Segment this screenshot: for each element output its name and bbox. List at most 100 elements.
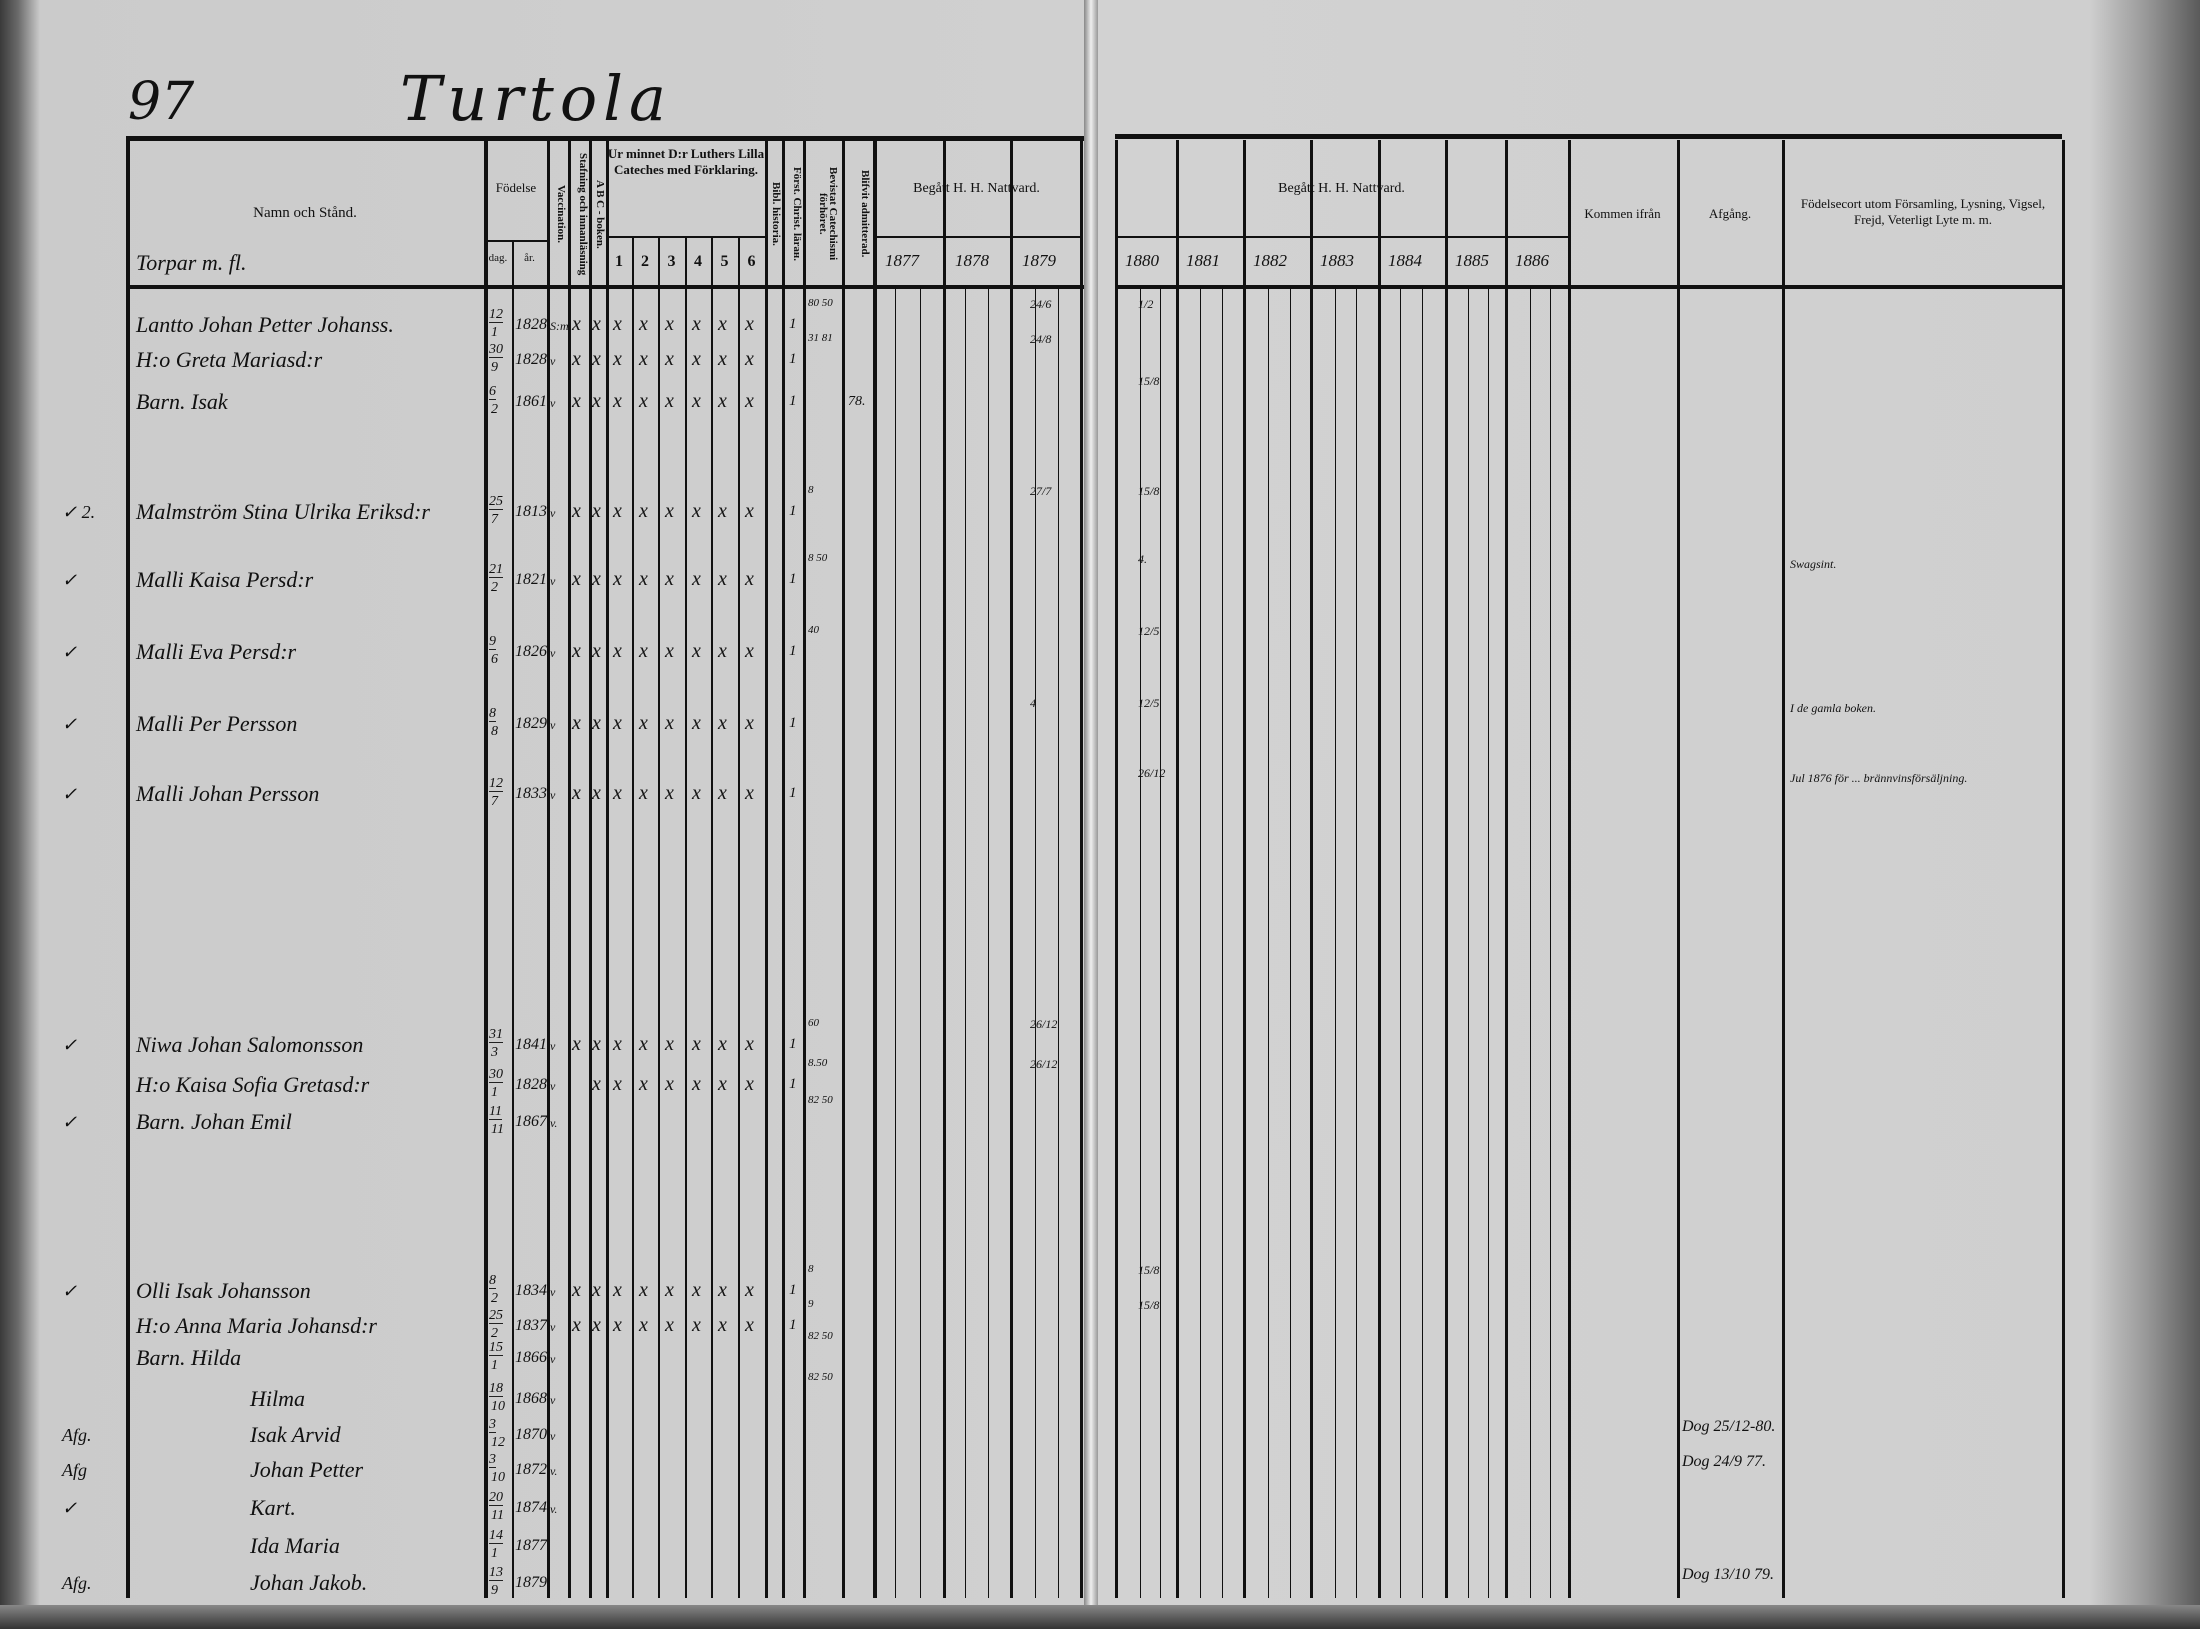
birth-month: 1 (491, 1358, 498, 1373)
column-rule (1378, 140, 1381, 1598)
communion-1879: 24/6 (1030, 297, 1052, 311)
x-mark: x (592, 348, 601, 370)
x-mark: x (592, 568, 601, 590)
header-catechism: Ur minnet D:r Luthers Lilla Cateches med… (607, 146, 765, 178)
birth-year: 1874 (515, 1499, 547, 1516)
x-mark: x (572, 1314, 581, 1336)
birth-day: 14 (489, 1528, 503, 1544)
birth-day: 3 (489, 1417, 496, 1433)
margin-note: ✓ (62, 642, 78, 662)
person-name: H:o Kaisa Sofia Gretasd:r (136, 1072, 370, 1097)
x-mark: x (718, 1279, 727, 1301)
margin-note: Afg (62, 1460, 87, 1480)
christianity-mark: 1 (789, 1282, 797, 1298)
column-rule (1445, 140, 1448, 1598)
christianity-mark: 1 (789, 643, 797, 659)
x-mark: x (665, 640, 674, 662)
column-rule (803, 140, 806, 1598)
x-mark: x (613, 348, 622, 370)
vaccination-mark: v (550, 718, 556, 732)
column-rule (685, 236, 687, 1598)
x-mark: x (718, 1073, 727, 1095)
x-mark: x (572, 390, 581, 412)
column-rule (873, 140, 877, 1598)
birth-year: 1861 (515, 393, 547, 410)
exam-note: 80 50 (808, 297, 833, 309)
communion-1880: 15/8 (1138, 484, 1160, 498)
header-name: Namn och Stånd. (253, 205, 357, 221)
thin-rule (1335, 285, 1336, 1598)
x-mark: x (745, 1073, 754, 1095)
person-name: Barn. Isak (136, 389, 228, 414)
x-mark: x (613, 782, 622, 804)
x-mark: x (572, 1033, 581, 1055)
vaccination-mark: v (550, 1429, 556, 1443)
birth-month: 12 (491, 1435, 505, 1450)
x-mark: x (639, 1279, 648, 1301)
catechism-part-4: 4 (694, 253, 702, 270)
x-mark: x (613, 568, 622, 590)
birth-month: 2 (491, 1291, 498, 1306)
margin-note: ✓ (62, 570, 78, 590)
x-mark: x (718, 390, 727, 412)
vaccination-mark: v (550, 1285, 556, 1299)
communion-1880: 12/5 (1138, 696, 1160, 710)
birth-month: 2 (491, 1326, 498, 1341)
vaccination-mark: v (550, 1320, 556, 1334)
exam-note: 40 (808, 624, 819, 636)
birth-month: 3 (491, 1045, 498, 1060)
x-mark: x (745, 348, 754, 370)
header-birth-day: dag. (488, 252, 508, 264)
x-mark: x (572, 712, 581, 734)
person-name: Johan Jakob. (250, 1570, 368, 1595)
christianity-mark: 1 (789, 503, 797, 519)
year-1877: 1877 (885, 251, 919, 270)
birth-day: 31 (489, 1027, 503, 1043)
person-name: Isak Arvid (250, 1422, 341, 1447)
x-mark: x (692, 1033, 701, 1055)
x-mark: x (613, 712, 622, 734)
exam-note: 60 (808, 1017, 819, 1029)
communion-1880: 15/8 (1138, 1263, 1160, 1277)
exam-note: 82 50 (808, 1330, 833, 1342)
x-mark: x (613, 1033, 622, 1055)
x-mark: x (718, 712, 727, 734)
left-page (0, 0, 1088, 1629)
x-mark: x (639, 568, 648, 590)
christianity-mark: 1 (789, 393, 797, 409)
year-1879: 1879 (1022, 251, 1056, 270)
x-mark: x (692, 313, 701, 335)
person-name: Malli Per Persson (136, 711, 298, 736)
column-rule (1782, 140, 1785, 1598)
communion-1880: 1/2 (1138, 297, 1154, 311)
x-mark: x (745, 782, 754, 804)
year-1880: 1880 (1125, 251, 1159, 270)
year-1878: 1878 (955, 251, 989, 270)
christianity-mark: 1 (789, 715, 797, 731)
x-mark: x (613, 313, 622, 335)
vaccination-mark: v (550, 646, 556, 660)
birth-year: 1828 (515, 1076, 547, 1093)
person-name: Malli Kaisa Persd:r (136, 567, 314, 592)
page-number: 97 (128, 72, 195, 132)
birth-month: 10 (491, 1470, 505, 1485)
birth-year: 1833 (515, 785, 547, 802)
birth-day: 8 (489, 1273, 496, 1289)
x-mark: x (665, 348, 674, 370)
exam-note: 8 (808, 1263, 814, 1275)
x-mark: x (745, 640, 754, 662)
header-communion-right: Begått H. H. Nattvard. (1278, 181, 1405, 196)
margin-note: Afg. (62, 1425, 92, 1445)
x-mark: x (745, 712, 754, 734)
catechism-part-3: 3 (667, 253, 676, 270)
birth-day: 9 (489, 634, 496, 650)
header-departure: Afgång. (1708, 206, 1752, 221)
vaccination-mark: v (550, 354, 556, 368)
birth-day: 25 (489, 1308, 503, 1324)
column-rule (547, 140, 550, 1598)
person-name: Barn. Hilda (136, 1345, 242, 1370)
exam-note: 8 (808, 484, 814, 496)
person-name: Malli Johan Persson (136, 781, 320, 806)
column-rule (711, 236, 713, 1598)
x-mark: x (572, 1279, 581, 1301)
